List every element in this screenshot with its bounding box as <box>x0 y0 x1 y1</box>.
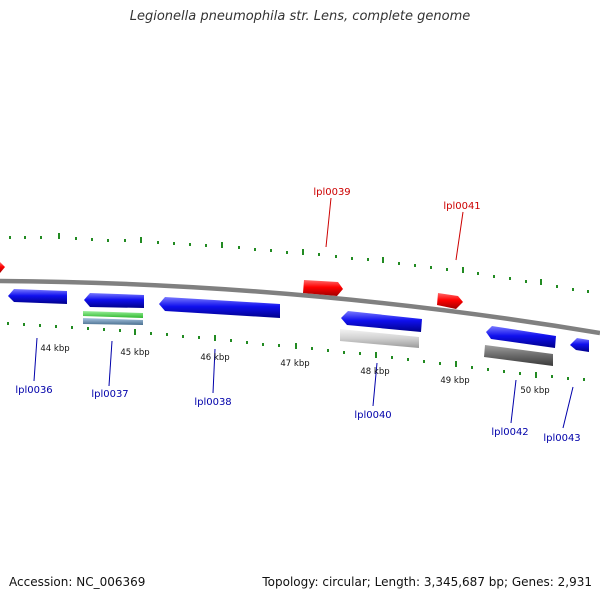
leader-line-lpl0041 <box>455 211 464 261</box>
genome-summary-label: Topology: circular; Length: 3,345,687 bp… <box>262 575 592 589</box>
gene-arrow-lpl0039[interactable] <box>303 280 343 296</box>
feature-bar-light-grey[interactable] <box>340 329 419 348</box>
map-title: Legionella pneumophila str. Lens, comple… <box>129 9 471 24</box>
kbp-label-45: 45 kbp <box>120 348 149 358</box>
gene-label-lpl0037[interactable]: lpl0037 <box>91 389 128 400</box>
gene-arrow-lpl0040[interactable] <box>341 311 422 332</box>
gene-arrow-lpl0042[interactable] <box>486 326 556 348</box>
kbp-label-46: 46 kbp <box>200 353 229 363</box>
gene-label-lpl0038[interactable]: lpl0038 <box>194 397 231 408</box>
gene-label-lpl0041[interactable]: lpl0041 <box>443 201 480 212</box>
leader-line-lpl0038 <box>212 348 216 394</box>
gene-label-lpl0042[interactable]: lpl0042 <box>491 427 528 438</box>
gene-arrow-lpl0038[interactable] <box>159 297 280 318</box>
leader-line-lpl0042 <box>510 379 517 424</box>
accession-label: Accession: NC_006369 <box>9 575 146 589</box>
feature-bar-dark-grey[interactable] <box>484 345 553 366</box>
gene-arrow-lpl0036[interactable] <box>8 289 67 304</box>
leader-line-lpl0043 <box>562 386 574 429</box>
kbp-label-49: 49 kbp <box>440 376 469 386</box>
leader-line-lpl0037 <box>108 340 113 387</box>
kbp-label-44: 44 kbp <box>40 344 69 354</box>
inner-tick-track <box>7 322 585 381</box>
gene-label-lpl0039[interactable]: lpl0039 <box>313 187 350 198</box>
kbp-label-48: 48 kbp <box>360 367 389 377</box>
gene-arrow-lpl0041[interactable] <box>437 293 463 309</box>
gene-arrow-offscreen-left[interactable] <box>0 262 5 273</box>
gene-label-lpl0043[interactable]: lpl0043 <box>543 433 580 444</box>
genome-backbone <box>0 278 600 336</box>
gene-arrow-lpl0037[interactable] <box>84 293 144 308</box>
leader-line-lpl0036 <box>33 337 38 382</box>
gene-label-lpl0040[interactable]: lpl0040 <box>354 410 391 421</box>
feature-bar-steel[interactable] <box>83 318 143 325</box>
outer-tick-track <box>9 233 589 293</box>
leader-line-lpl0039 <box>325 197 332 248</box>
kbp-label-50: 50 kbp <box>520 386 549 396</box>
kbp-label-47: 47 kbp <box>280 359 309 369</box>
gene-arrow-lpl0043[interactable] <box>570 338 589 352</box>
gene-label-lpl0036[interactable]: lpl0036 <box>15 385 52 396</box>
feature-bar-green[interactable] <box>83 311 143 318</box>
leader-line-lpl0040 <box>372 362 378 407</box>
